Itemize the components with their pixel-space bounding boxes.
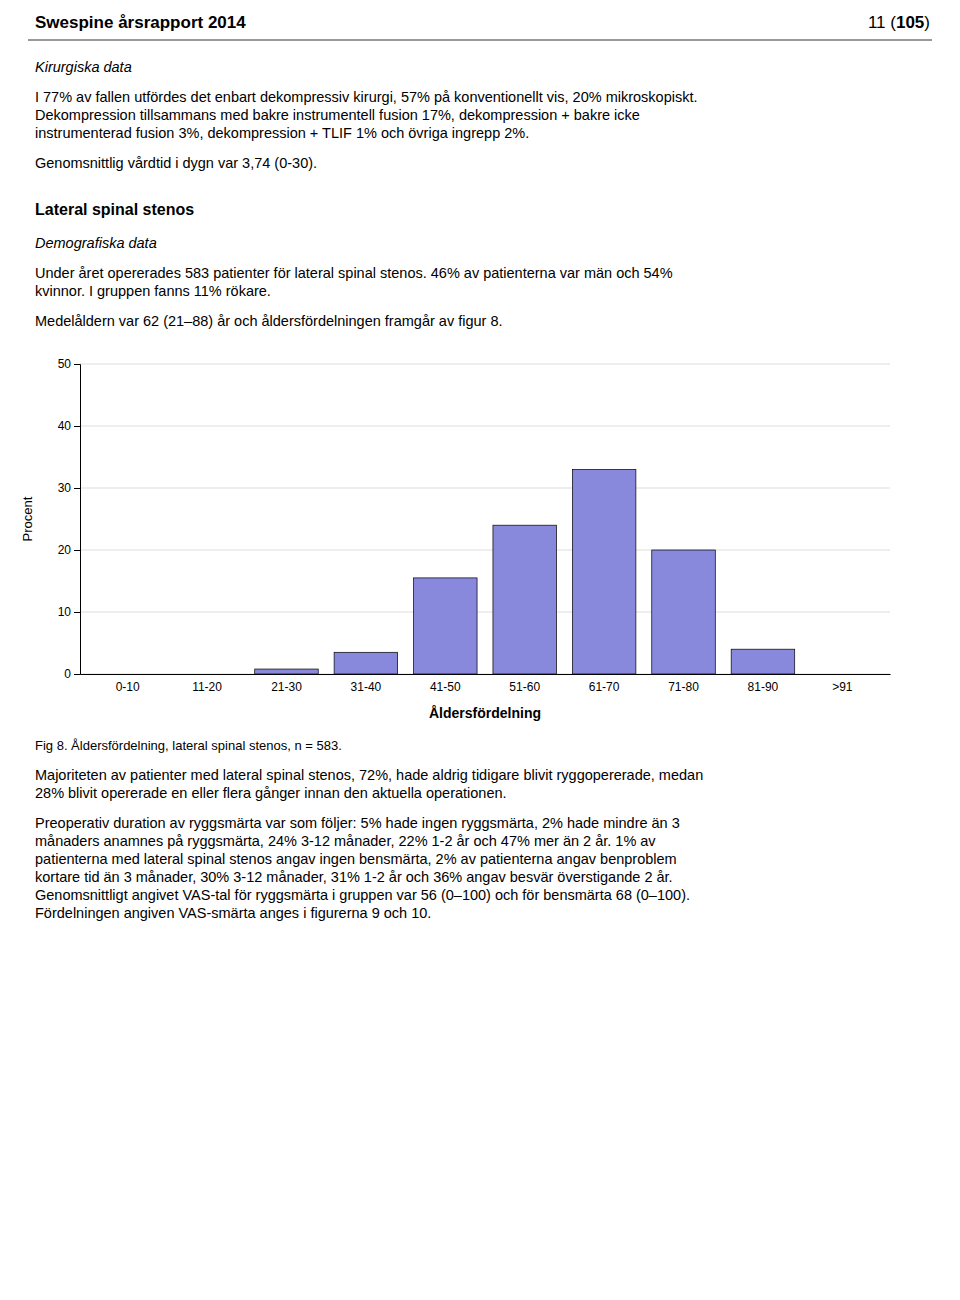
paragraph-line: instrumenterad fusion 3%, dekompression … [35,125,529,141]
x-tick: 31-40 [351,680,382,694]
bar [811,674,875,675]
y-tick-mark [74,488,80,489]
y-axis-title: Procent [20,496,35,541]
grid-line [80,426,890,427]
x-tick-label: >91 [832,680,853,694]
paragraph-line: Medelåldern var 62 (21–88) år och ålders… [35,313,502,329]
y-tick-mark [74,674,80,675]
paragraph-line: Genomsnittligt angivet VAS-tal för ryggs… [35,887,690,903]
paragraph-line: Fördelningen angiven VAS-smärta anges i … [35,905,431,921]
paragraph-line: I 77% av fallen utfördes det enbart deko… [35,89,698,105]
y-tick: 30 [58,481,80,495]
y-tick-mark [74,426,80,427]
bars [255,469,795,674]
bar-chart: 0 10 20 30 40 50 0-10 11-20 21-30 31-40 41-50 51-60… [20,357,891,693]
x-tick-label: 71-80 [668,680,699,694]
x-tick-label: 41-50 [430,680,461,694]
page-number: 11 (105) [868,13,930,32]
bar [493,525,557,674]
x-tick: 71-80 [668,680,699,694]
x-tick-label: 11-20 [192,680,222,694]
y-tick-label: 30 [58,481,72,495]
paragraph-line: kortare tid än 3 månader, 30% 3-12 månad… [35,869,673,885]
y-tick-label: 0 [64,667,71,681]
x-tick: 21-30 [271,680,302,694]
page-number-part: 11 ( [868,13,896,32]
y-tick: 0 [64,667,80,681]
y-tick-label: 50 [58,357,72,371]
x-tick-label: 31-40 [351,680,382,694]
y-tick: 10 [58,605,80,619]
bar [572,469,636,674]
bar [255,669,319,674]
page-title: Swespine årsrapport 2014 [35,13,246,32]
x-tick: 61-70 [589,680,620,694]
paragraph-line: månaders anamnes på ryggsmärta, 24% 3-12… [35,833,656,849]
page: Swespine årsrapport 2014 11 (105) Kirurgis… [0,0,960,1300]
y-tick-mark [74,612,80,613]
x-tick-label: 51-60 [509,680,540,694]
x-axis: 0-10 11-20 21-30 31-40 41-50 51-60 61-70 71-80 8… [81,675,891,694]
bar [731,649,795,674]
x-tick: 11-20 [192,680,222,694]
paragraph-line: Dekompression tillsammans med bakre inst… [35,107,640,123]
page-number-part: 105 [896,13,924,32]
x-tick-label: 61-70 [589,680,620,694]
grid [80,364,890,674]
paragraph-line: Genomsnittlig vårdtid i dygn var 3,74 (0… [35,155,317,171]
grid-line [80,612,890,613]
x-tick: 81-90 [748,680,779,694]
paragraph-line: Under året opererades 583 patienter för … [35,265,673,281]
paragraph-line: Majoriteten av patienter med lateral spi… [35,767,703,783]
x-tick: 51-60 [509,680,540,694]
grid-line [80,488,890,489]
section-heading: Lateral spinal stenos [35,201,194,218]
bar [175,674,239,675]
bar [334,652,398,674]
paragraph-line: patienterna med lateral spinal stenos an… [35,851,677,867]
y-axis: 0 10 20 30 40 50 [58,357,81,681]
bar [414,578,478,674]
x-tick: 0-10 [116,680,140,694]
y-tick: 40 [58,419,80,433]
x-tick-label: 0-10 [116,680,140,694]
page-number-part: ) [924,13,930,32]
caption: Fig 8. Åldersfördelning, lateral spinal … [35,738,342,753]
x-tick-label: 81-90 [748,680,779,694]
subheading: Kirurgiska data [35,59,132,75]
subheading: Demografiska data [35,235,157,251]
x-tick: 41-50 [430,680,461,694]
paragraph-line: 28% blivit opererade en eller flera gång… [35,785,507,801]
x-tick: >91 [832,680,853,694]
paragraph-line: Preoperativ duration av ryggsmärta var s… [35,815,680,831]
y-tick-label: 40 [58,419,72,433]
y-tick: 20 [58,543,80,557]
x-tick-label: 21-30 [271,680,302,694]
x-axis-line [81,674,891,675]
y-tick-mark [74,550,80,551]
y-tick: 50 [58,357,80,371]
bar [96,674,160,675]
header-rule [28,40,932,41]
grid-line [80,550,890,551]
y-tick-label: 10 [58,605,72,619]
bar [652,550,716,674]
y-tick-mark [74,364,80,365]
x-axis-title: Åldersfördelning [429,705,541,721]
y-tick-label: 20 [58,543,72,557]
paragraph-line: kvinnor. I gruppen fanns 11% rökare. [35,283,271,299]
y-axis-line [74,365,81,675]
grid-line [80,364,890,365]
